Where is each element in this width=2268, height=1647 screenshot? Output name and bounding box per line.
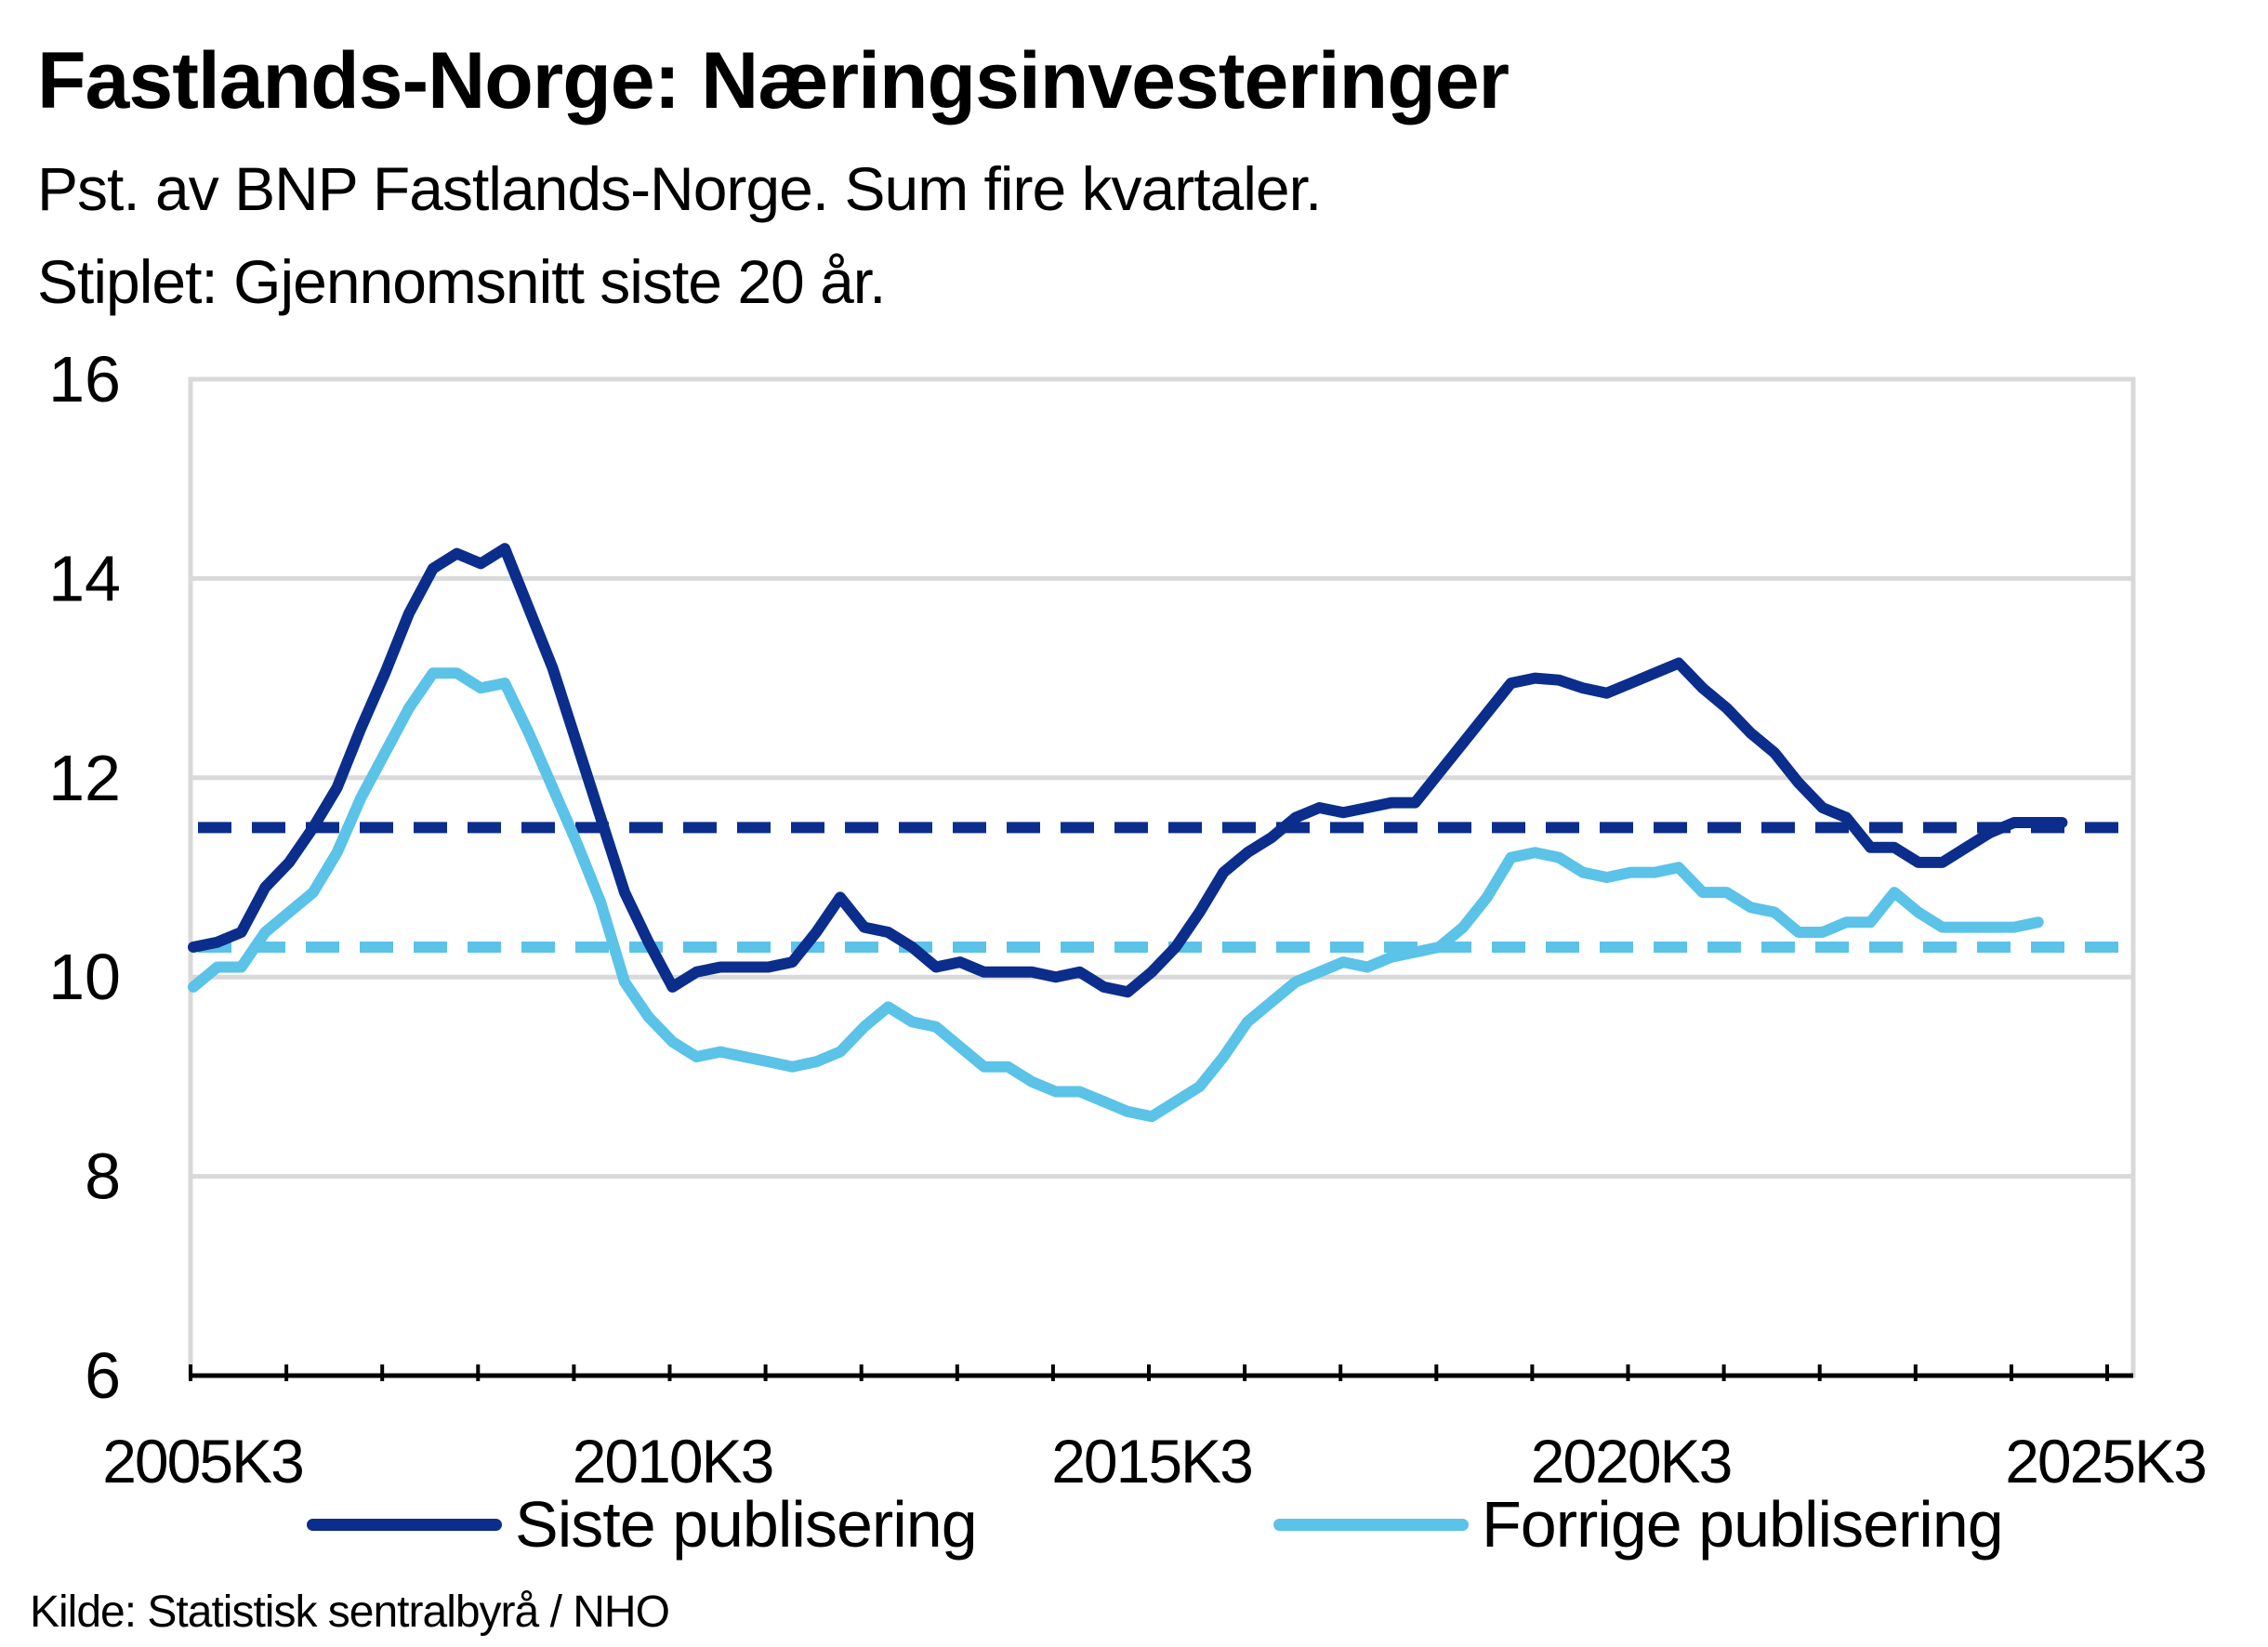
- y-tick-label-12: 12: [48, 742, 121, 814]
- x-tick-label: 2020K3: [1531, 1427, 1732, 1487]
- y-tick-label-8: 8: [85, 1140, 121, 1213]
- x-tick-label: 2015K3: [1051, 1427, 1252, 1487]
- plot-frame: [188, 376, 2136, 1378]
- chart-subtitle-line1: Pst. av BNP Fastlands-Norge. Sum fire kv…: [37, 154, 1322, 223]
- y-tick-label-14: 14: [48, 542, 121, 614]
- x-tick-label: 2010K3: [573, 1427, 773, 1487]
- line-chart: 6 8 10 12 14 16 2005K3 2010K3 2015K3 2020K3 2025K3: [48, 343, 2208, 1487]
- legend-item-forrige: Forrige publisering: [1273, 1487, 2004, 1561]
- legend-label-forrige: Forrige publisering: [1482, 1488, 2004, 1561]
- y-tick-label-6: 6: [85, 1339, 121, 1412]
- chart-subtitle-line2: Stiplet: Gjennomsnitt siste 20 år.: [37, 247, 886, 316]
- legend-swatch-forrige: [1273, 1518, 1469, 1531]
- chart-title: Fastlands-Norge: Næringsinvesteringer: [37, 36, 1510, 125]
- legend-swatch-siste: [307, 1518, 502, 1531]
- y-tick-label-16: 16: [48, 343, 121, 415]
- chart-legend: Siste publisering Forrige publisering: [0, 1487, 2268, 1561]
- x-tick-label: 2005K3: [102, 1427, 303, 1487]
- legend-item-siste: Siste publisering: [307, 1487, 978, 1561]
- source-note: Kilde: Statistisk sentralbyrå / NHO: [30, 1588, 670, 1637]
- series-line-forrige-publisering: [188, 667, 2044, 1123]
- legend-label-siste: Siste publisering: [515, 1488, 978, 1561]
- x-tick-label: 2025K3: [2005, 1427, 2206, 1487]
- y-tick-label-10: 10: [48, 941, 121, 1013]
- series-line-siste-publisering: [188, 543, 2068, 998]
